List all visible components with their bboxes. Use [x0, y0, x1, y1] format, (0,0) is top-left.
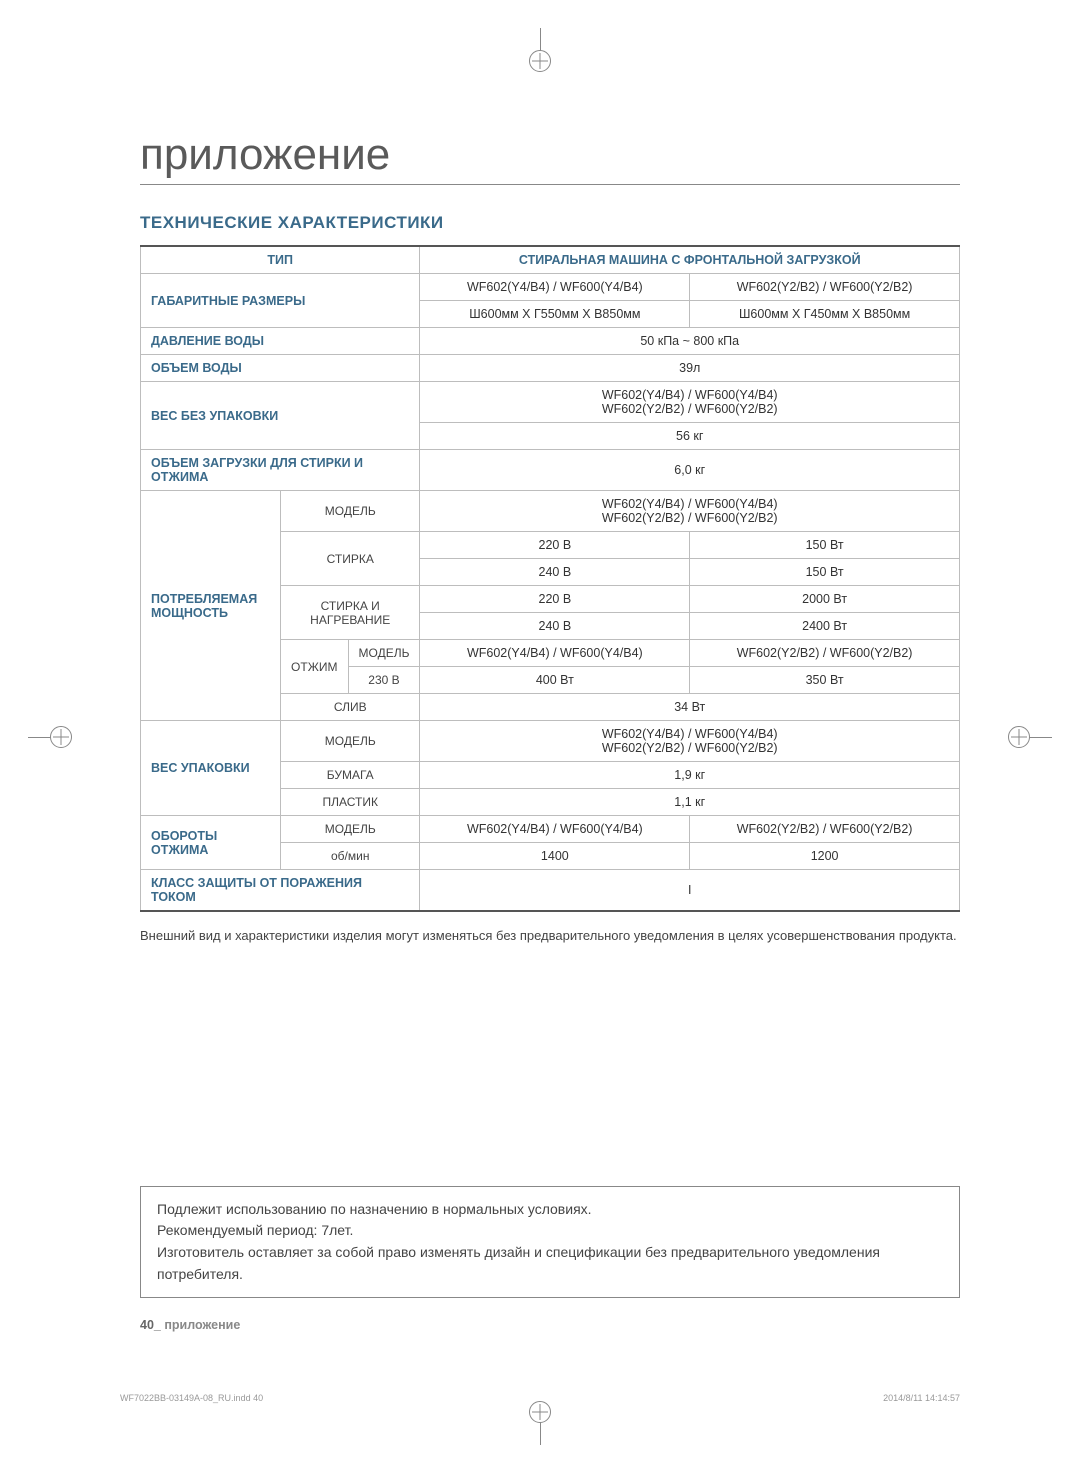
notice-line-1: Подлежит использованию по назначению в н…: [157, 1199, 943, 1221]
dim-model-b: WF602(Y2/B2) / WF600(Y2/B2): [690, 274, 960, 301]
row-pack-weight-label: ВЕС УПАКОВКИ: [141, 721, 281, 816]
spin-speed-model-b: WF602(Y2/B2) / WF600(Y2/B2): [690, 816, 960, 843]
spin-val-b: 350 Вт: [690, 667, 960, 694]
power-washheat-label: СТИРКА И НАГРЕВАНИЕ: [281, 586, 420, 640]
wh-220: 220 В: [420, 586, 690, 613]
spin-speed-rpm-label: об/мин: [281, 843, 420, 870]
spin-model-b: WF602(Y2/B2) / WF600(Y2/B2): [690, 640, 960, 667]
power-models: WF602(Y4/B4) / WF600(Y4/B4) WF602(Y2/B2)…: [420, 491, 960, 532]
crop-mark-bottom: [510, 1415, 570, 1445]
spin-speed-model-label: МОДЕЛЬ: [281, 816, 420, 843]
pack-paper-label: БУМАГА: [281, 762, 420, 789]
row-spin-speed-label: ОБОРОТЫ ОТЖИМА: [141, 816, 281, 870]
crop-mark-right: [1022, 707, 1052, 767]
spec-table: ТИП СТИРАЛЬНАЯ МАШИНА С ФРОНТАЛЬНОЙ ЗАГР…: [140, 245, 960, 912]
net-weight-models-l2: WF602(Y2/B2) / WF600(Y2/B2): [602, 402, 778, 416]
power-models-l2: WF602(Y2/B2) / WF600(Y2/B2): [602, 511, 778, 525]
row-protection-label: КЛАСС ЗАЩИТЫ ОТ ПОРАЖЕНИЯ ТОКОМ: [141, 870, 420, 912]
footer: 40_ приложение: [140, 1318, 960, 1332]
protection-value: I: [420, 870, 960, 912]
row-capacity-label: ОБЪЕМ ЗАГРУЗКИ ДЛЯ СТИРКИ И ОТЖИМА: [141, 450, 420, 491]
footer-page-number: 40_: [140, 1318, 161, 1332]
row-power-label: ПОТРЕБЛЯЕМАЯ МОЩНОСТЬ: [141, 491, 281, 721]
wash-220: 220 В: [420, 532, 690, 559]
pack-models-l2: WF602(Y2/B2) / WF600(Y2/B2): [602, 741, 778, 755]
net-weight-models: WF602(Y4/B4) / WF600(Y4/B4) WF602(Y2/B2)…: [420, 382, 960, 423]
net-weight-models-l1: WF602(Y4/B4) / WF600(Y4/B4): [602, 388, 778, 402]
pack-models: WF602(Y4/B4) / WF600(Y4/B4) WF602(Y2/B2)…: [420, 721, 960, 762]
page-title: приложение: [140, 130, 960, 185]
power-spin-label: ОТЖИМ: [281, 640, 349, 694]
section-title: ТЕХНИЧЕСКИЕ ХАРАКТЕРИСТИКИ: [140, 213, 960, 233]
notice-line-2: Рекомендуемый период: 7лет.: [157, 1220, 943, 1242]
power-spin-model-label: МОДЕЛЬ: [348, 640, 420, 667]
spin-230: 230 В: [348, 667, 420, 694]
row-dimensions-label: ГАБАРИТНЫЕ РАЗМЕРЫ: [141, 274, 420, 328]
capacity-value: 6,0 кг: [420, 450, 960, 491]
wh-240-val: 2400 Вт: [690, 613, 960, 640]
pack-model-label: МОДЕЛЬ: [281, 721, 420, 762]
pack-plastic-label: ПЛАСТИК: [281, 789, 420, 816]
indd-footer: WF7022BB-03149A-08_RU.indd 40 2014/8/11 …: [120, 1393, 960, 1403]
spin-model-a: WF602(Y4/B4) / WF600(Y4/B4): [420, 640, 690, 667]
wh-220-val: 2000 Вт: [690, 586, 960, 613]
page-content: приложение ТЕХНИЧЕСКИЕ ХАРАКТЕРИСТИКИ ТИ…: [0, 0, 1080, 1392]
power-drain-label: СЛИВ: [281, 694, 420, 721]
pack-models-l1: WF602(Y4/B4) / WF600(Y4/B4): [602, 727, 778, 741]
crop-mark-top: [510, 28, 570, 58]
net-weight-value: 56 кг: [420, 423, 960, 450]
drain-val: 34 Вт: [420, 694, 960, 721]
indd-file: WF7022BB-03149A-08_RU.indd 40: [120, 1393, 263, 1403]
row-water-volume-label: ОБЪЕМ ВОДЫ: [141, 355, 420, 382]
dim-model-a: WF602(Y4/B4) / WF600(Y4/B4): [420, 274, 690, 301]
indd-timestamp: 2014/8/11 14:14:57: [883, 1393, 960, 1403]
crop-mark-left: [28, 707, 58, 767]
pack-plastic-val: 1,1 кг: [420, 789, 960, 816]
wash-240: 240 В: [420, 559, 690, 586]
footer-section-name: приложение: [164, 1318, 240, 1332]
power-wash-label: СТИРКА: [281, 532, 420, 586]
notice-line-3: Изготовитель оставляет за собой право из…: [157, 1242, 943, 1285]
spin-speed-rpm-a: 1400: [420, 843, 690, 870]
water-volume-value: 39л: [420, 355, 960, 382]
power-models-l1: WF602(Y4/B4) / WF600(Y4/B4): [602, 497, 778, 511]
pack-paper-val: 1,9 кг: [420, 762, 960, 789]
note-text: Внешний вид и характеристики изделия мог…: [140, 926, 960, 946]
dim-a: Ш600мм X Г550мм X В850мм: [420, 301, 690, 328]
row-net-weight-label: ВЕС БЕЗ УПАКОВКИ: [141, 382, 420, 450]
wash-220-val: 150 Вт: [690, 532, 960, 559]
power-model-label: МОДЕЛЬ: [281, 491, 420, 532]
water-pressure-value: 50 кПа ~ 800 кПа: [420, 328, 960, 355]
header-product: СТИРАЛЬНАЯ МАШИНА С ФРОНТАЛЬНОЙ ЗАГРУЗКО…: [420, 246, 960, 274]
spin-val-a: 400 Вт: [420, 667, 690, 694]
wh-240: 240 В: [420, 613, 690, 640]
spin-speed-rpm-b: 1200: [690, 843, 960, 870]
row-water-pressure-label: ДАВЛЕНИЕ ВОДЫ: [141, 328, 420, 355]
header-type: ТИП: [141, 246, 420, 274]
notice-box: Подлежит использованию по назначению в н…: [140, 1186, 960, 1299]
dim-b: Ш600мм X Г450мм X В850мм: [690, 301, 960, 328]
spin-speed-model-a: WF602(Y4/B4) / WF600(Y4/B4): [420, 816, 690, 843]
wash-240-val: 150 Вт: [690, 559, 960, 586]
